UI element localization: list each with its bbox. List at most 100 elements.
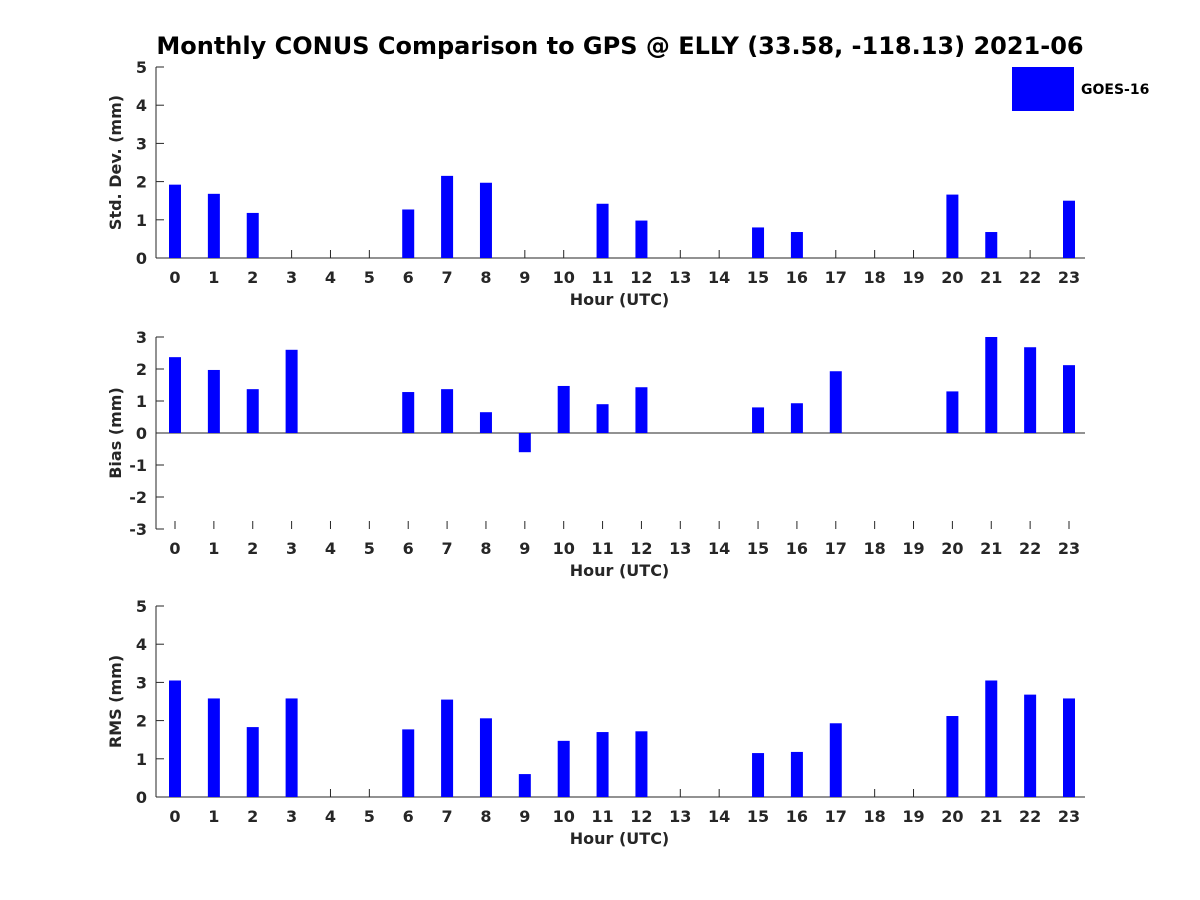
bar-hour-8 (479, 412, 492, 433)
bar-hour-9 (518, 433, 531, 453)
x-tick-label: 17 (825, 807, 847, 826)
x-tick-label: 0 (169, 539, 180, 558)
bar-hour-12 (635, 220, 648, 258)
bar-hour-6 (402, 392, 415, 433)
bar-hour-7 (441, 699, 454, 797)
x-axis-label: Hour (UTC) (570, 561, 670, 580)
x-tick-label: 10 (553, 539, 575, 558)
x-tick-label: 20 (941, 268, 963, 287)
bar-hour-8 (479, 182, 492, 258)
bar-hour-17 (829, 371, 842, 433)
x-tick-label: 21 (980, 268, 1002, 287)
x-tick-label: 18 (864, 539, 886, 558)
bar-hour-1 (207, 369, 220, 433)
x-tick-label: 15 (747, 807, 769, 826)
bar-hour-2 (246, 727, 259, 797)
x-tick-label: 13 (669, 539, 691, 558)
bar-hour-15 (752, 753, 765, 797)
x-tick-label: 17 (825, 539, 847, 558)
bar-hour-15 (752, 407, 765, 433)
y-axis-label: Std. Dev. (mm) (106, 95, 125, 230)
x-tick-label: 0 (169, 268, 180, 287)
bar-hour-3 (285, 698, 298, 797)
x-tick-label: 0 (169, 807, 180, 826)
x-tick-label: 20 (941, 807, 963, 826)
x-tick-label: 14 (708, 807, 730, 826)
x-tick-label: 5 (364, 268, 375, 287)
x-tick-label: 3 (286, 539, 297, 558)
x-tick-label: 7 (442, 539, 453, 558)
y-tick-label: 4 (136, 635, 147, 654)
x-axis-label: Hour (UTC) (570, 290, 670, 309)
bar-hour-0 (169, 680, 181, 797)
y-tick-label: 2 (136, 173, 147, 192)
y-tick-label: 2 (136, 712, 147, 731)
x-tick-label: 7 (442, 268, 453, 287)
y-tick-label: -1 (129, 456, 147, 475)
x-tick-label: 22 (1019, 268, 1041, 287)
y-axis-label: Bias (mm) (106, 387, 125, 479)
x-tick-label: 2 (247, 539, 258, 558)
legend: GOES-16 (1012, 67, 1149, 111)
x-tick-label: 9 (519, 268, 530, 287)
x-tick-label: 6 (403, 807, 414, 826)
bar-hour-3 (285, 349, 298, 433)
x-tick-label: 19 (902, 268, 924, 287)
x-tick-label: 4 (325, 268, 336, 287)
bar-hour-6 (402, 729, 415, 797)
x-tick-label: 5 (364, 807, 375, 826)
bar-hour-17 (829, 723, 842, 797)
x-tick-label: 2 (247, 268, 258, 287)
x-tick-label: 2 (247, 807, 258, 826)
x-tick-label: 20 (941, 539, 963, 558)
x-tick-label: 18 (864, 268, 886, 287)
x-tick-label: 6 (403, 268, 414, 287)
x-tick-label: 5 (364, 539, 375, 558)
bar-hour-23 (1063, 200, 1075, 258)
x-tick-label: 21 (980, 807, 1002, 826)
x-tick-label: 6 (403, 539, 414, 558)
bar-hour-1 (207, 698, 220, 797)
x-tick-label: 12 (630, 807, 652, 826)
bar-hour-16 (790, 751, 803, 797)
bar-hour-1 (207, 193, 220, 258)
bar-hour-0 (169, 184, 181, 258)
x-tick-label: 22 (1019, 539, 1041, 558)
legend-swatch (1012, 67, 1074, 111)
chart-title: Monthly CONUS Comparison to GPS @ ELLY (… (156, 32, 1083, 60)
y-tick-label: -3 (129, 520, 147, 539)
x-tick-label: 8 (480, 539, 491, 558)
x-tick-label: 22 (1019, 807, 1041, 826)
bar-hour-15 (752, 227, 765, 258)
x-tick-label: 1 (208, 807, 219, 826)
x-tick-label: 23 (1058, 539, 1080, 558)
bar-hour-20 (946, 391, 959, 433)
x-tick-label: 13 (669, 807, 691, 826)
bar-hour-0 (169, 357, 181, 433)
y-tick-label: 3 (136, 134, 147, 153)
x-tick-label: 15 (747, 539, 769, 558)
x-tick-label: 8 (480, 807, 491, 826)
y-tick-label: 0 (136, 249, 147, 268)
x-tick-label: 21 (980, 539, 1002, 558)
x-tick-label: 11 (591, 268, 613, 287)
bar-hour-22 (1024, 694, 1037, 797)
bar-hour-8 (479, 718, 492, 797)
y-tick-label: 3 (136, 673, 147, 692)
y-tick-label: 2 (136, 360, 147, 379)
bar-hour-6 (402, 209, 415, 258)
y-tick-label: 1 (136, 211, 147, 230)
bar-hour-2 (246, 389, 259, 433)
x-tick-label: 23 (1058, 268, 1080, 287)
legend-label: GOES-16 (1081, 82, 1149, 98)
x-tick-label: 16 (786, 539, 808, 558)
x-tick-label: 10 (553, 268, 575, 287)
x-axis-label: Hour (UTC) (570, 829, 670, 848)
y-tick-label: 5 (136, 58, 147, 77)
x-tick-label: 4 (325, 807, 336, 826)
x-tick-label: 9 (519, 807, 530, 826)
x-tick-label: 12 (630, 539, 652, 558)
x-tick-label: 1 (208, 539, 219, 558)
